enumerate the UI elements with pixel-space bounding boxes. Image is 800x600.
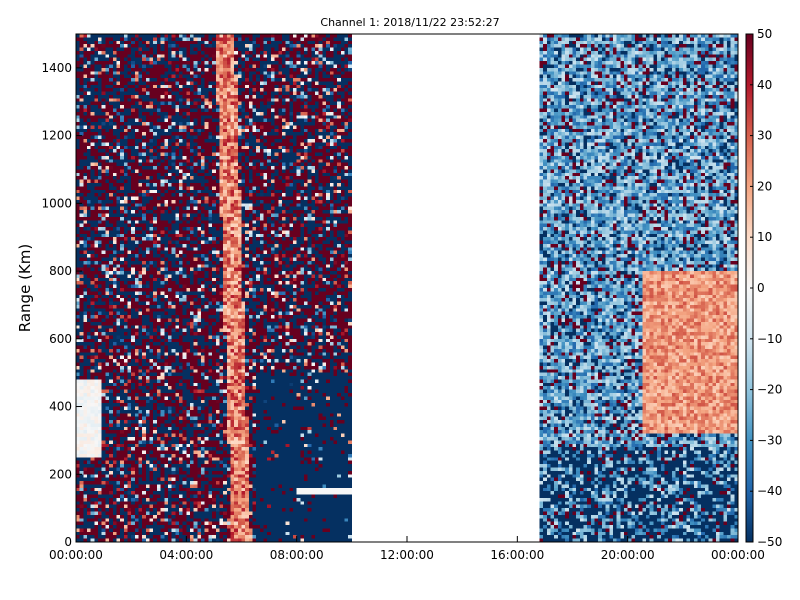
heatmap-image — [76, 34, 738, 542]
colorbar-tick-label: 10 — [757, 230, 772, 244]
colorbar-tick-label: −50 — [757, 535, 782, 549]
y-tick-label: 200 — [49, 467, 72, 481]
y-tick-label: 400 — [49, 400, 72, 414]
colorbar-tick-label: −30 — [757, 433, 782, 447]
chart-title: Channel 1: 2018/11/22 23:52:27 — [320, 16, 499, 29]
x-axis: 00:00:00 04:00:00 08:00:00 12:00:00 16:00:00… — [49, 536, 765, 562]
colorbar-tick-label: 50 — [757, 27, 772, 41]
colorbar-tick-label: 0 — [757, 281, 765, 295]
colorbar-tick-label: −40 — [757, 484, 782, 498]
colorbar-tick-label: −10 — [757, 332, 782, 346]
x-tick-label: 08:00:00 — [270, 548, 324, 562]
colorbar-tick-label: −20 — [757, 383, 782, 397]
x-tick-label: 16:00:00 — [490, 548, 544, 562]
colorbar-tick-label: 30 — [757, 129, 772, 143]
y-tick-label: 1000 — [41, 196, 72, 210]
x-tick-label: 12:00:00 — [380, 548, 434, 562]
colorbar-tick-label: 40 — [757, 78, 772, 92]
y-tick-label: 1400 — [41, 61, 72, 75]
x-tick-label: 04:00:00 — [159, 548, 213, 562]
heatmap-area — [76, 34, 738, 542]
y-tick-label: 800 — [49, 264, 72, 278]
y-tick-label: 0 — [64, 535, 72, 549]
y-axis-title: Range (Km) — [16, 244, 34, 332]
y-tick-label: 1200 — [41, 129, 72, 143]
colorbar-tick-label: 20 — [757, 179, 772, 193]
x-tick-label: 20:00:00 — [601, 548, 655, 562]
y-tick-label: 600 — [49, 332, 72, 346]
x-tick-label: 00:00:00 — [49, 548, 103, 562]
x-tick-label: 00:00:00 — [711, 548, 765, 562]
colorbar-axis: 50 40 30 20 10 0 −10 −20 −30 −40 −50 — [750, 27, 782, 549]
y-axis: 0 200 400 600 800 1000 1200 1400 — [41, 61, 82, 549]
